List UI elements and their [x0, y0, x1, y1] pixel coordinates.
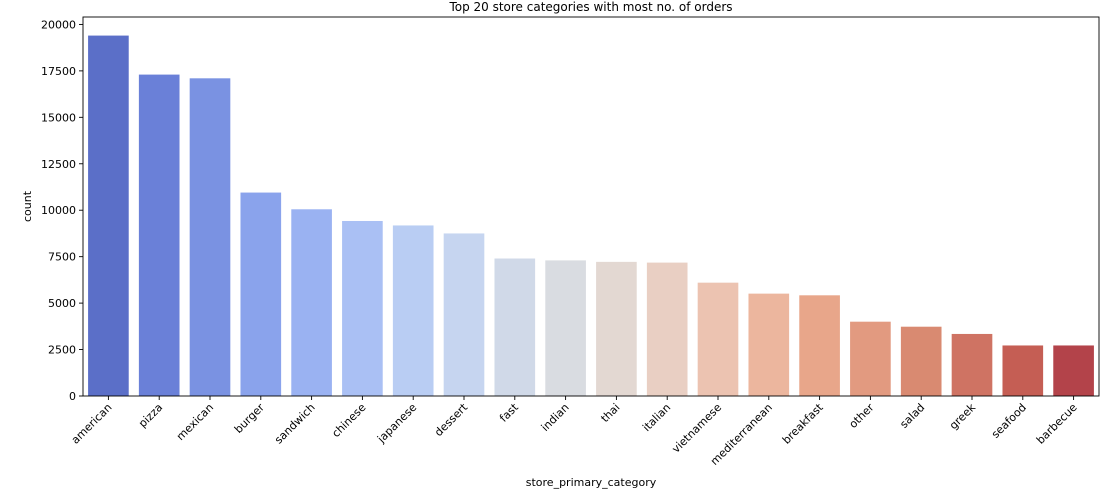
x-axis: american pizza mexican burger sandwich chines…: [69, 396, 1080, 468]
bar-fast: [494, 258, 536, 396]
x-tick-label: indian: [539, 401, 572, 434]
x-tick-label: seafood: [989, 401, 1029, 441]
bar-indian: [545, 260, 586, 396]
x-tick-label: italian: [640, 401, 673, 434]
bar-mexican: [189, 78, 231, 396]
bars-group: [88, 35, 1094, 396]
x-tick-label: salad: [897, 401, 927, 431]
bar-chinese: [342, 220, 383, 396]
bar-breakfast: [799, 295, 840, 396]
bar-pizza: [138, 74, 180, 396]
x-tick-label: breakfast: [780, 400, 826, 446]
y-tick-label: 15000: [41, 111, 76, 124]
x-tick-label: thai: [598, 401, 622, 425]
bar-mediterranean: [748, 293, 790, 396]
x-tick-label: sandwich: [272, 401, 318, 447]
bar-other: [850, 321, 891, 396]
bar-thai: [596, 261, 637, 396]
x-tick-label: greek: [947, 400, 979, 432]
bar-american: [88, 35, 129, 396]
y-tick-label: 20000: [41, 18, 76, 31]
y-tick-label: 5000: [48, 297, 76, 310]
x-tick-label: fast: [497, 400, 521, 424]
bar-barbecue: [1053, 345, 1094, 396]
bar-vietnamese: [697, 282, 739, 396]
x-tick-label: vietnamese: [669, 401, 724, 456]
bar-seafood: [1002, 345, 1044, 396]
y-tick-label: 12500: [41, 158, 76, 171]
x-tick-label: burger: [232, 401, 267, 436]
bar-dessert: [443, 233, 485, 396]
y-tick-label: 0: [69, 390, 76, 403]
x-tick-label: chinese: [329, 401, 368, 440]
y-axis: 0 2500 5000 7500 10000 12500 15000 17500 20000: [41, 18, 83, 403]
x-tick-label: pizza: [136, 401, 165, 430]
y-axis-label: count: [21, 190, 34, 222]
bar-japanese: [392, 225, 434, 396]
bar-sandwich: [291, 209, 332, 396]
bar-salad: [900, 326, 942, 396]
x-tick-label: american: [69, 401, 115, 447]
chart-title: Top 20 store categories with most no. of…: [448, 0, 732, 14]
x-tick-label: barbecue: [1034, 401, 1080, 447]
y-tick-label: 2500: [48, 344, 76, 357]
x-tick-label: dessert: [432, 400, 471, 439]
bar-italian: [646, 262, 688, 396]
y-tick-label: 17500: [41, 65, 76, 78]
x-tick-label: other: [847, 401, 877, 431]
y-tick-label: 7500: [48, 251, 76, 264]
bar-greek: [951, 333, 993, 396]
y-tick-label: 10000: [41, 204, 76, 217]
x-tick-label: mexican: [174, 401, 216, 443]
plot-frame: [82, 16, 1100, 397]
x-axis-label: store_primary_category: [526, 476, 657, 489]
bar-burger: [240, 192, 282, 396]
x-tick-label: japanese: [374, 401, 419, 446]
